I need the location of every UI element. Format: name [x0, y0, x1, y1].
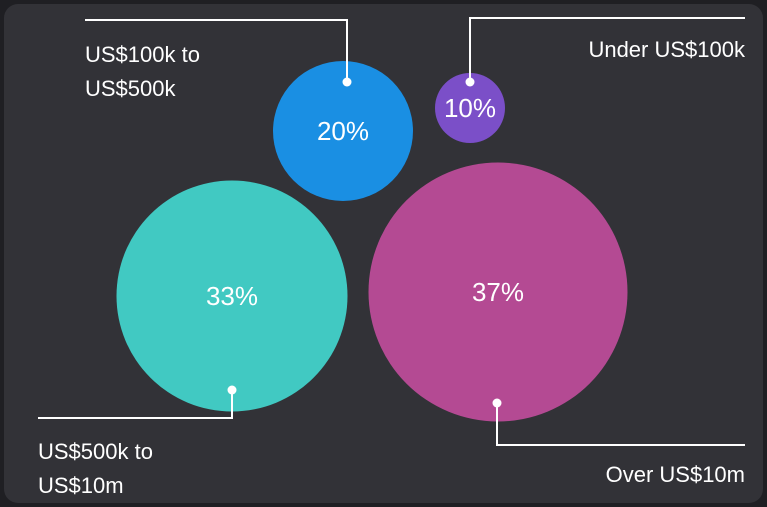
value-label: 37% — [472, 277, 524, 307]
category-label: US$500k to US$10m — [38, 439, 153, 498]
bubble — [273, 61, 413, 201]
value-label: 10% — [444, 93, 496, 123]
bubble — [116, 180, 348, 412]
value-label: 20% — [317, 116, 369, 146]
value-label: 33% — [206, 281, 258, 311]
category-label: Over US$10m — [605, 462, 745, 487]
leader-dot — [492, 398, 502, 408]
leader-line — [38, 390, 233, 419]
bubble — [368, 162, 628, 422]
leader-line — [469, 17, 745, 82]
leader-dot — [227, 385, 237, 395]
bubble — [435, 73, 505, 143]
category-label: Under US$100k — [588, 37, 745, 62]
leader-line — [85, 19, 348, 82]
leader-dot — [342, 77, 352, 87]
category-label: US$100k to US$500k — [85, 42, 200, 101]
leader-line — [496, 403, 745, 446]
leader-dot — [465, 77, 475, 87]
